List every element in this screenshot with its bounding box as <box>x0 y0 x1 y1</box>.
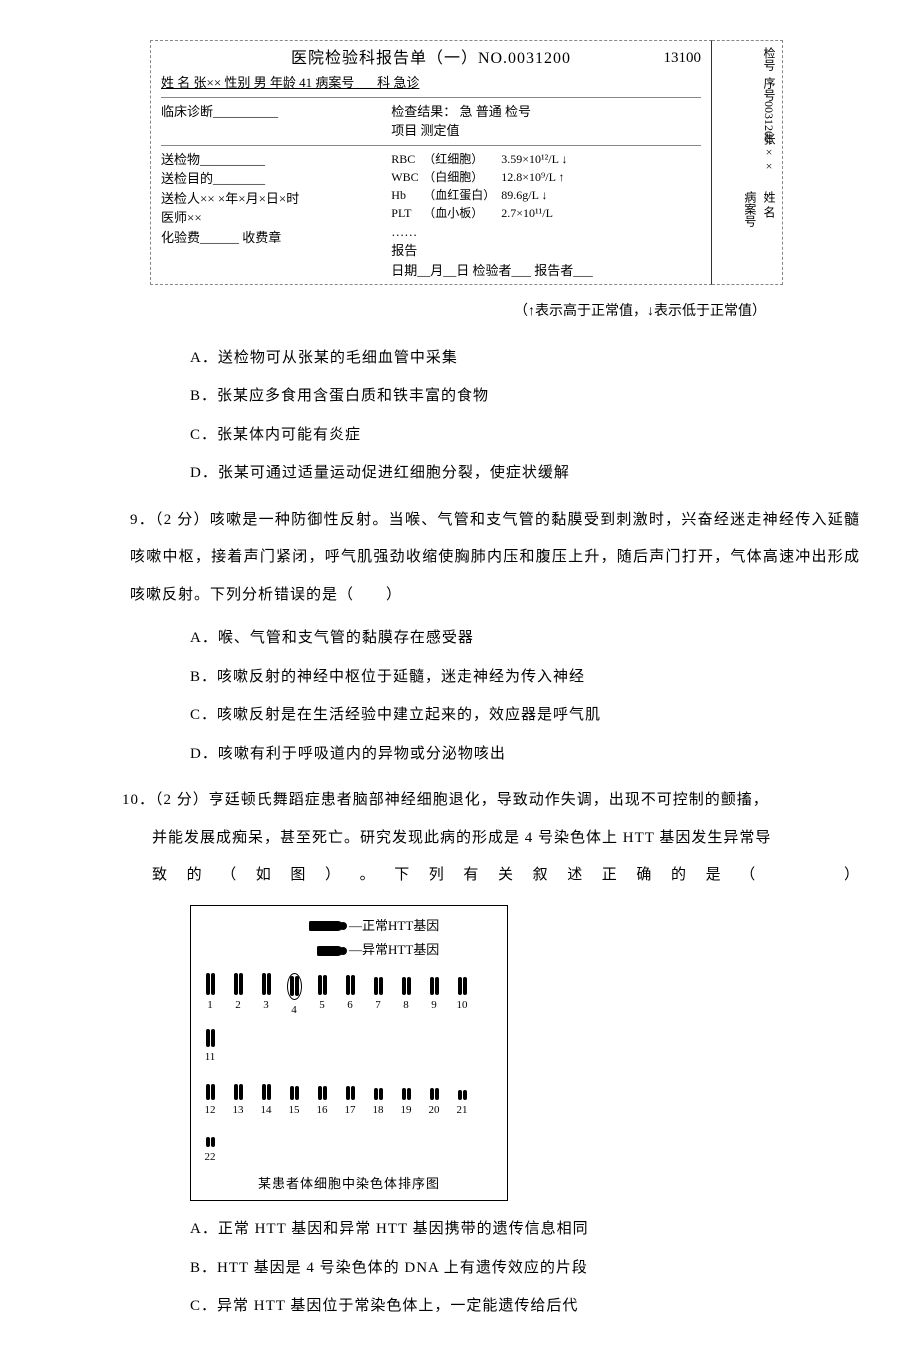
karyotype-figure: — 正常HTT基因 — 异常HTT基因 1234567891011 121314… <box>190 905 508 1202</box>
chrom-7: 7 <box>367 973 389 1021</box>
q10-opt-a: A．正常 HTT 基因和异常 HTT 基因携带的遗传信息相同 <box>190 1215 860 1244</box>
chrom-11: 11 <box>199 1025 221 1068</box>
q8-opt-d: D．张某可通过适量运动促进红细胞分裂，使症状缓解 <box>190 459 860 488</box>
chrom-3: 3 <box>255 973 277 1021</box>
chrom-15: 15 <box>283 1078 305 1121</box>
q9-opt-d: D．咳嗽有利于呼吸道内的异物或分泌物咳出 <box>190 740 860 769</box>
figure-caption: 某患者体细胞中染色体排序图 <box>199 1172 499 1197</box>
test-dots: …… <box>391 222 701 242</box>
result-header-1: 检查结果： 急 普通 检号 <box>391 102 701 122</box>
chrom-2: 2 <box>227 973 249 1021</box>
chrom-12: 12 <box>199 1078 221 1121</box>
chrom-13: 13 <box>227 1078 249 1121</box>
test-row-0: RBC （红细胞） 3.59×10¹²/L ↓ <box>391 150 701 168</box>
chrom-20: 20 <box>423 1078 445 1121</box>
arrow-note: （↑表示高于正常值，↓表示低于正常值） <box>420 299 860 326</box>
chrom-1: 1 <box>199 973 221 1021</box>
q10-stem: 10．（2 分）亨廷顿氏舞蹈症患者脑部神经细胞退化，导致动作失调，出现不可控制的… <box>122 782 860 895</box>
legend-normal: — 正常HTT基因 <box>309 914 499 939</box>
chrom-18: 18 <box>367 1078 389 1121</box>
test-row-1: WBC （白细胞） 12.8×10⁹/L ↑ <box>391 168 701 186</box>
test-row-2: Hb （血红蛋白） 89.6g/L ↓ <box>391 186 701 204</box>
left-r5: 化验费______ 收费章 <box>161 228 385 248</box>
chrom-16: 16 <box>311 1078 333 1121</box>
chrom-9: 9 <box>423 973 445 1021</box>
q9-opt-b: B．咳嗽反射的神经中枢位于延髓，迷走神经为传入神经 <box>190 663 860 692</box>
gene-mark-icon <box>309 921 343 931</box>
chrom-21: 21 <box>451 1078 473 1121</box>
left-r1: 送检物__________ <box>161 150 385 170</box>
chrom-14: 14 <box>255 1078 277 1121</box>
report-title: 医院检验科报告单（一）NO.0031200 <box>161 47 701 71</box>
stub-case-lbl: 病案号 <box>743 191 757 227</box>
q8-opt-a: A．送检物可从张某的毛细血管中采集 <box>190 344 860 373</box>
q8-opt-b: B．张某应多食用含蛋白质和铁丰富的食物 <box>190 382 860 411</box>
chrom-10: 10 <box>451 973 473 1021</box>
legend-abnormal: — 异常HTT基因 <box>309 938 499 963</box>
stub-name-val: 张×× <box>759 133 778 173</box>
chrom-22: 22 <box>199 1125 221 1168</box>
stub-name-lbl: 姓 名 <box>762 191 776 218</box>
report-top-no: 13100 <box>664 47 702 70</box>
q9-stem: 9．（2 分）咳嗽是一种防御性反射。当喉、气管和支气管的黏膜受到刺激时，兴奋经迷… <box>130 502 860 615</box>
report-footer-1: 报告 <box>391 241 701 261</box>
chrom-19: 19 <box>395 1078 417 1121</box>
report-stub: 检号 序号0031200 张×× 姓 名 病案号 <box>712 40 783 285</box>
chrom-8: 8 <box>395 973 417 1021</box>
gene-mark-icon <box>317 946 343 956</box>
chrom-row-top: 12345678910 11 <box>199 973 499 1068</box>
q10-opt-c: C．异常 HTT 基因位于常染色体上，一定能遗传给后代 <box>190 1292 860 1321</box>
q9-opt-c: C．咳嗽反射是在生活经验中建立起来的，效应器是呼气肌 <box>190 701 860 730</box>
chrom-17: 17 <box>339 1078 361 1121</box>
q8-opt-c: C．张某体内可能有炎症 <box>190 421 860 450</box>
chrom-4: 4 <box>283 973 305 1021</box>
chrom-6: 6 <box>339 973 361 1021</box>
q9-opt-a: A．喉、气管和支气管的黏膜存在感受器 <box>190 624 860 653</box>
report-patient-line: 姓 名 张×× 性别 男 年龄 41 病案号___ 科 急诊 <box>161 73 701 93</box>
left-r4: 医师×× <box>161 208 385 228</box>
diag-label: 临床诊断__________ <box>161 102 385 141</box>
report-footer-2: 日期__月__日 检验者___ 报告者___ <box>391 261 701 281</box>
lab-report-form: 13100 医院检验科报告单（一）NO.0031200 姓 名 张×× 性别 男… <box>150 40 860 285</box>
q10-opt-b: B．HTT 基因是 4 号染色体的 DNA 上有遗传效应的片段 <box>190 1254 860 1283</box>
stub-jh: 检号 <box>762 47 776 71</box>
test-row-3: PLT （血小板） 2.7×10¹¹/L <box>391 204 701 222</box>
left-r3: 送检人×× ×年×月×日×时 <box>161 189 385 209</box>
chrom-row-bottom: 12131415161718192021 22 <box>199 1078 499 1168</box>
chrom-5: 5 <box>311 973 333 1021</box>
result-header-2: 项目 测定值 <box>391 121 701 141</box>
report-main: 13100 医院检验科报告单（一）NO.0031200 姓 名 张×× 性别 男… <box>150 40 712 285</box>
left-r2: 送检目的________ <box>161 169 385 189</box>
